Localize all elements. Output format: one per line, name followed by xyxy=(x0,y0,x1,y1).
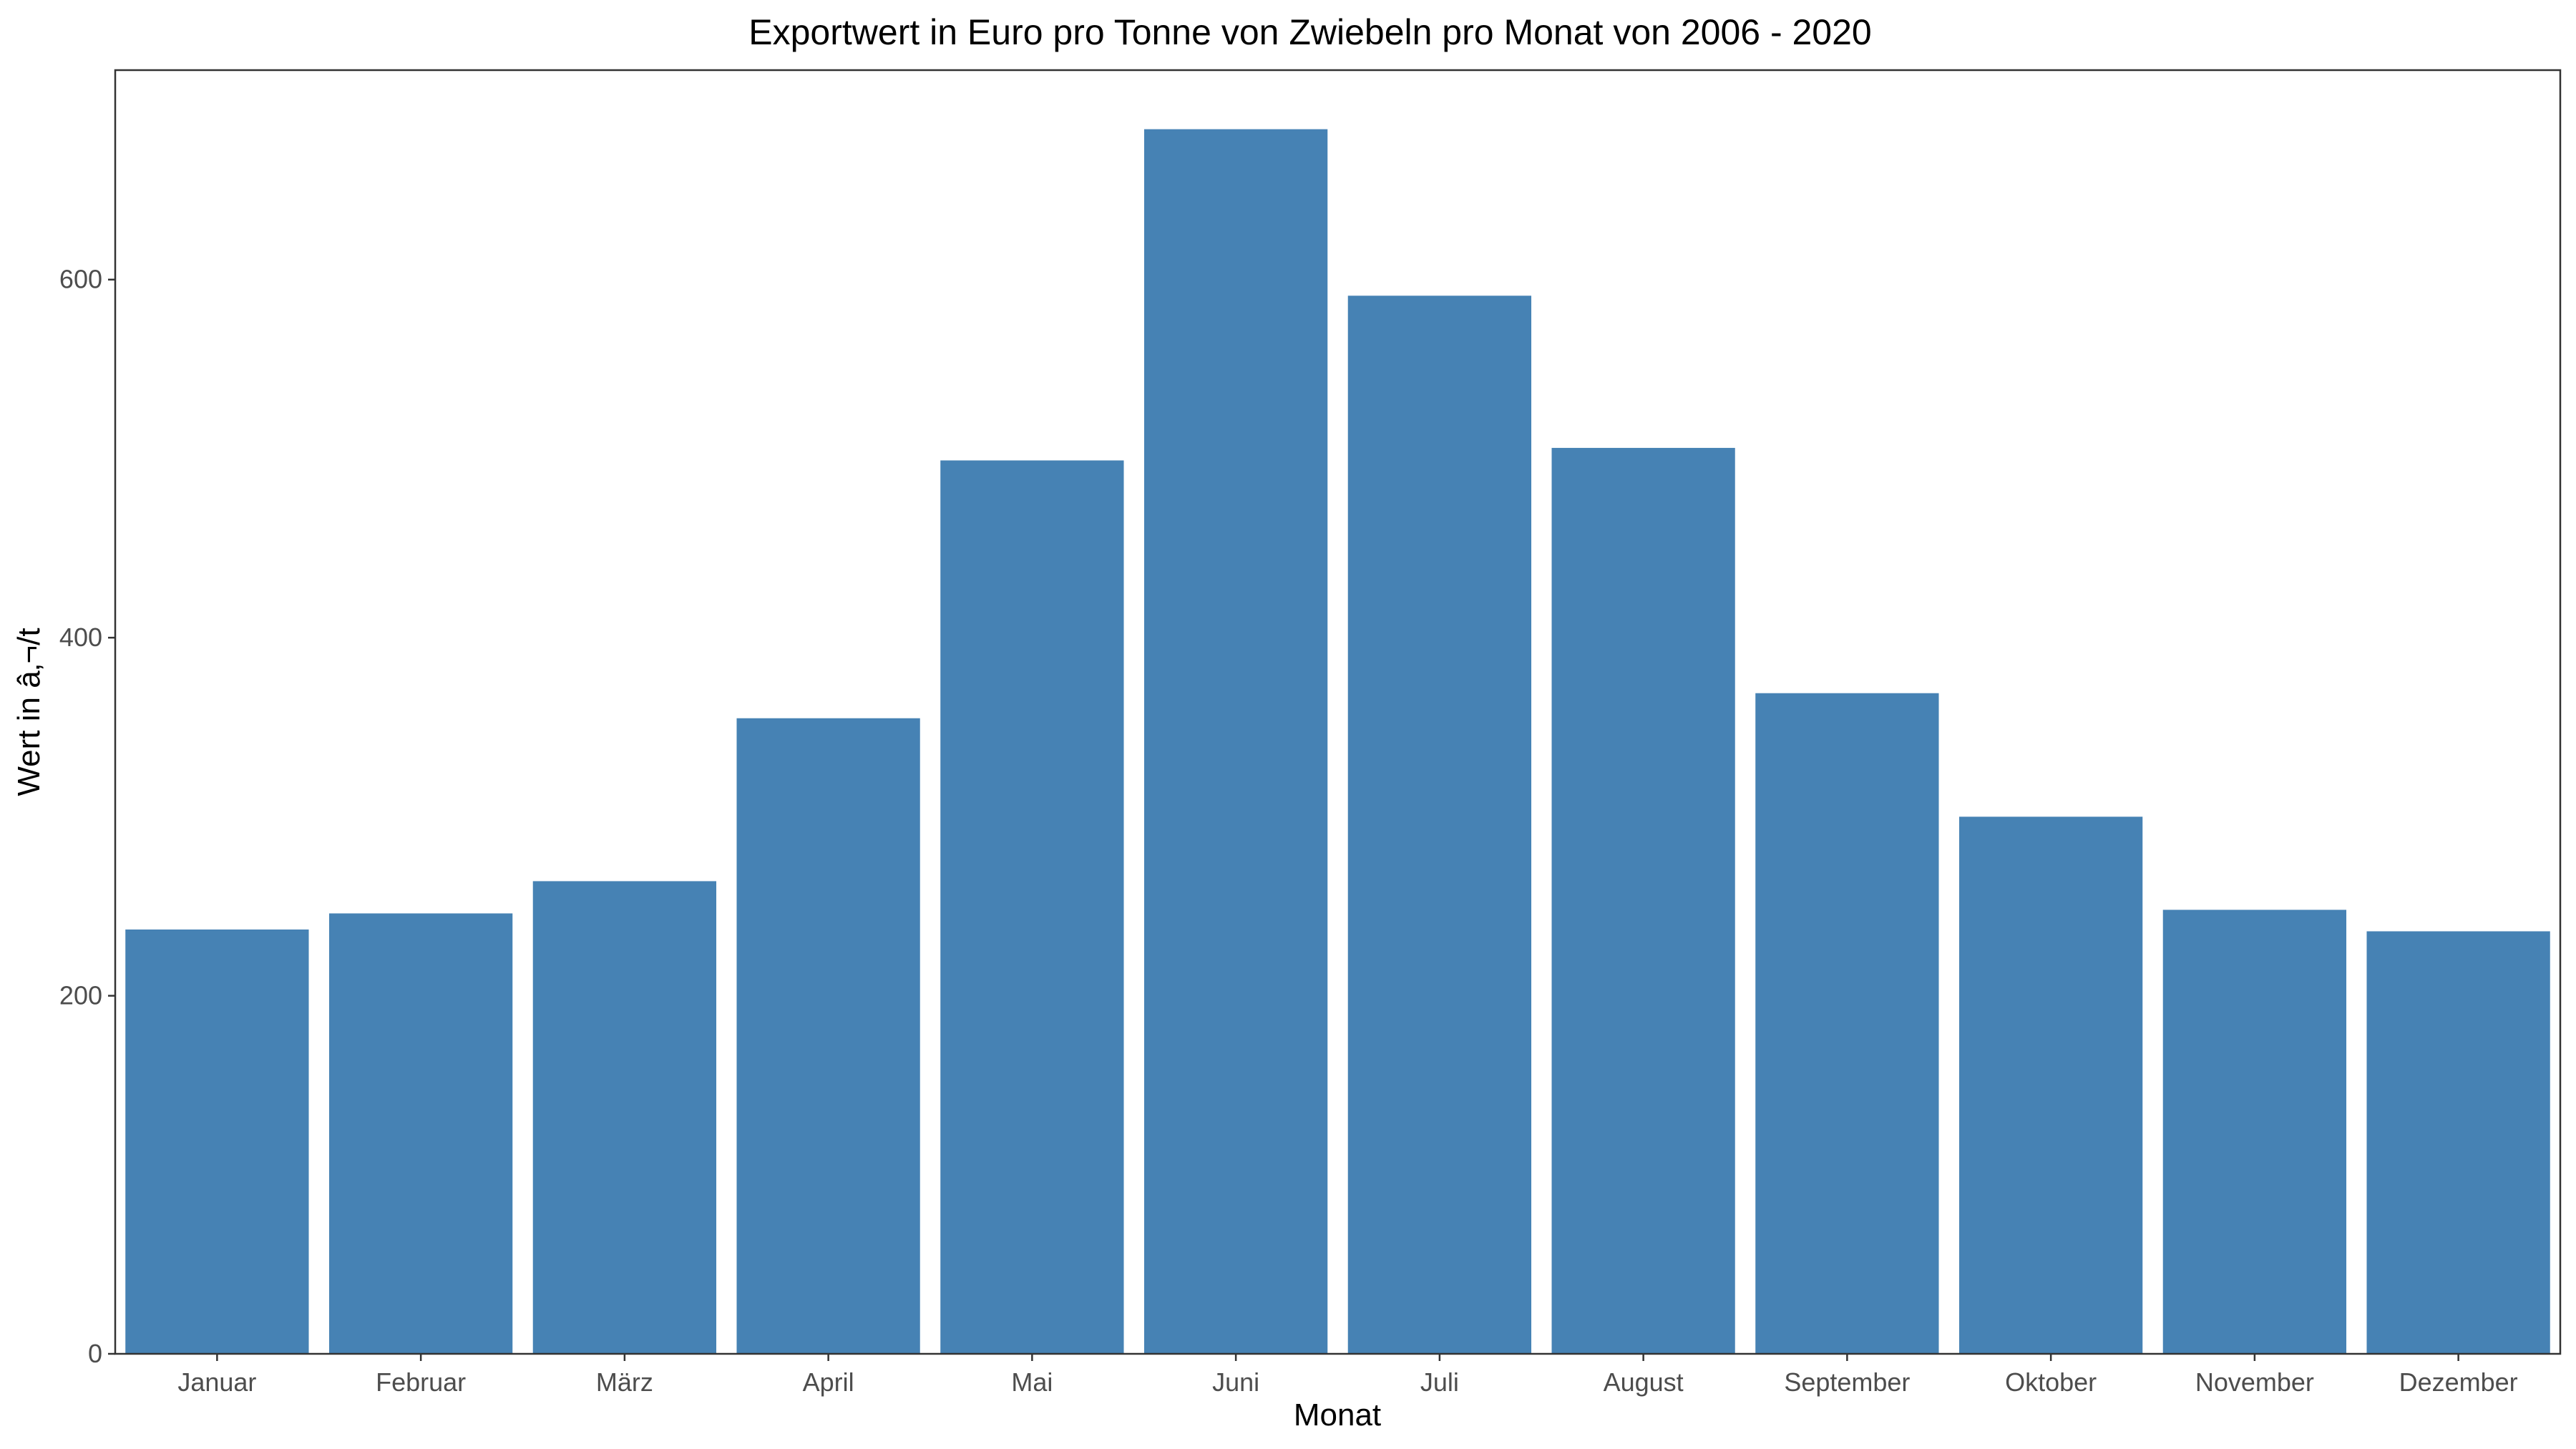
x-tick-label-marz: März xyxy=(596,1367,653,1397)
y-axis-title: Wert in â‚¬/t xyxy=(11,628,47,796)
x-tick-label-oktober: Oktober xyxy=(2005,1367,2097,1397)
x-tick-label-februar: Februar xyxy=(376,1367,466,1397)
x-tick-label-mai: Mai xyxy=(1011,1367,1053,1397)
y-axis: 0 200 400 600 xyxy=(59,265,115,1368)
bar-april xyxy=(736,718,920,1354)
bar-november xyxy=(2162,909,2347,1354)
bar-marz xyxy=(532,881,717,1354)
plot-panel xyxy=(114,69,2562,1355)
y-tick-label-600: 600 xyxy=(59,265,102,294)
y-tick-label-200: 200 xyxy=(59,981,102,1010)
bar-januar xyxy=(125,930,309,1354)
x-tick-label-januar: Januar xyxy=(177,1367,256,1397)
bar-dezember xyxy=(2366,931,2550,1354)
x-tick-label-november: November xyxy=(2195,1367,2314,1397)
bar-juli xyxy=(1347,296,1532,1354)
bar-august xyxy=(1551,447,1735,1354)
bars-group xyxy=(125,129,2550,1354)
x-tick-label-dezember: Dezember xyxy=(2399,1367,2518,1397)
x-tick-label-juni: Juni xyxy=(1212,1367,1259,1397)
x-tick-label-september: September xyxy=(1784,1367,1910,1397)
bar-juni xyxy=(1143,129,1328,1354)
bar-mai xyxy=(940,460,1124,1354)
x-tick-label-juli: Juli xyxy=(1420,1367,1459,1397)
bar-februar xyxy=(328,913,513,1354)
y-tick-label-0: 0 xyxy=(88,1339,102,1368)
bar-september xyxy=(1755,693,1939,1354)
x-axis: Januar Februar März April Mai Juni Juli August S… xyxy=(177,1354,2518,1397)
bar-oktober xyxy=(1958,816,2143,1354)
x-tick-label-april: April xyxy=(803,1367,854,1397)
chart-title: Exportwert in Euro pro Tonne von Zwiebel… xyxy=(748,12,1871,52)
y-tick-label-400: 400 xyxy=(59,623,102,652)
x-axis-title: Monat xyxy=(1294,1397,1381,1433)
x-tick-label-august: August xyxy=(1604,1367,1684,1397)
